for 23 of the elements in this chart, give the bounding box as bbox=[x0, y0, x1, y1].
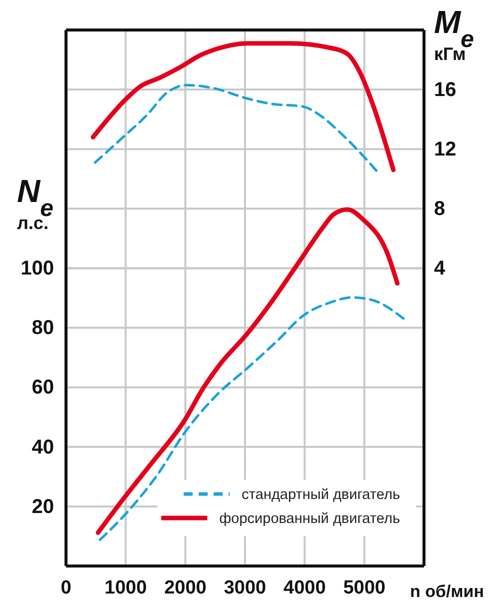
y2-tick-label: 8 bbox=[434, 198, 446, 220]
y-tick-label: 40 bbox=[32, 436, 54, 458]
line-series bbox=[98, 296, 405, 542]
y-tick-label: 60 bbox=[32, 376, 54, 399]
y-tick-label: 80 bbox=[32, 317, 54, 340]
line-series bbox=[90, 41, 396, 172]
y-tick-label: 100 bbox=[20, 258, 54, 280]
legend-label: форсированный двигатель bbox=[219, 511, 400, 527]
x-tick-label: 2000 bbox=[164, 577, 206, 598]
x-tick-label: 1000 bbox=[104, 577, 147, 598]
y-tick-label: 20 bbox=[32, 496, 54, 518]
y2-tick-label: 12 bbox=[434, 138, 456, 161]
legend-label: стандартный двигатель bbox=[242, 487, 400, 503]
y2-tick-label: 4 bbox=[434, 258, 446, 280]
x-tick-label: 4000 bbox=[284, 577, 326, 598]
y-axis-title: N$_{e}$ л.с. bbox=[17, 173, 54, 233]
line-series bbox=[96, 207, 400, 535]
line-series bbox=[94, 84, 380, 174]
x-axis-title: n об/мин bbox=[410, 582, 484, 601]
x-tick-label: 3000 bbox=[224, 577, 266, 598]
x-tick-label: 5000 bbox=[343, 577, 386, 598]
y2-tick-label: 16 bbox=[434, 78, 456, 101]
x-tick-label: 0 bbox=[60, 577, 72, 598]
